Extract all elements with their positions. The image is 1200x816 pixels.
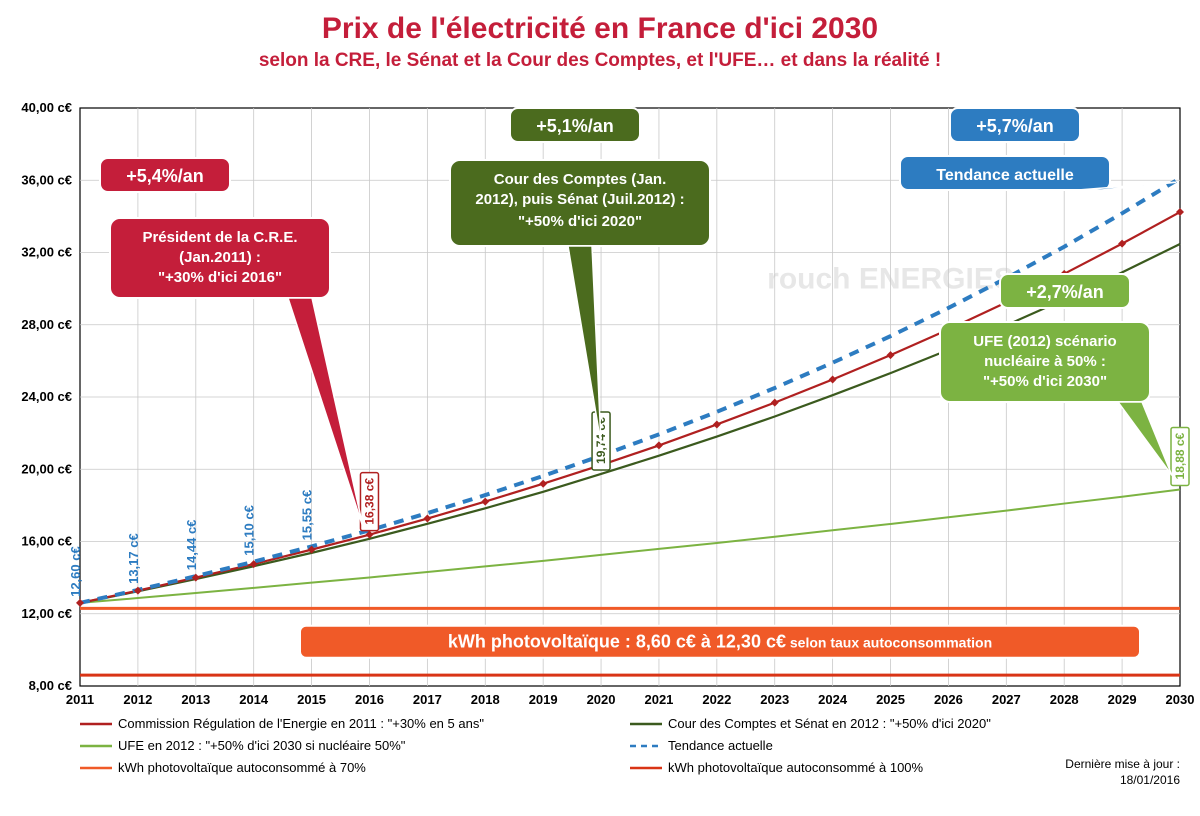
point-label: 16,38 c€ <box>362 478 376 525</box>
x-tick-label: 2029 <box>1108 692 1137 707</box>
legend-label: Commission Régulation de l'Energie en 20… <box>118 716 484 731</box>
chart-svg: Prix de l'électricité en France d'ici 20… <box>0 0 1200 816</box>
x-tick-label: 2013 <box>181 692 210 707</box>
y-tick-label: 40,00 c€ <box>21 100 72 115</box>
actual-price-label: 15,10 c€ <box>242 505 257 556</box>
actual-price-label: 13,17 c€ <box>126 533 141 584</box>
actual-price-label: 14,44 c€ <box>184 520 199 571</box>
svg-text:"+50% d'ici 2030": "+50% d'ici 2030" <box>983 373 1107 390</box>
x-tick-label: 2021 <box>644 692 673 707</box>
x-tick-label: 2026 <box>934 692 963 707</box>
legend-label: Cour des Comptes et Sénat en 2012 : "+50… <box>668 716 991 731</box>
x-tick-label: 2030 <box>1166 692 1195 707</box>
legend-label: UFE en 2012 : "+50% d'ici 2030 si nucléa… <box>118 738 406 753</box>
x-tick-label: 2020 <box>587 692 616 707</box>
x-tick-label: 2014 <box>239 692 269 707</box>
svg-text:nucléaire à 50% :: nucléaire à 50% : <box>984 353 1106 370</box>
page-title: Prix de l'électricité en France d'ici 20… <box>322 12 878 45</box>
svg-text:Tendance actuelle: Tendance actuelle <box>936 167 1074 184</box>
x-tick-label: 2015 <box>297 692 326 707</box>
y-tick-label: 16,00 c€ <box>21 534 72 549</box>
y-tick-label: 28,00 c€ <box>21 317 72 332</box>
y-tick-label: 32,00 c€ <box>21 245 72 260</box>
pv-band-text: kWh photovoltaïque : 8,60 c€ à 12,30 c€ … <box>448 632 992 652</box>
actual-price-label: 12,60 c€ <box>68 546 83 597</box>
svg-text:2012), puis Sénat (Juil.2012): 2012), puis Sénat (Juil.2012) : <box>475 191 684 208</box>
svg-text:+2,7%/an: +2,7%/an <box>1026 282 1104 302</box>
legend-label: Tendance actuelle <box>668 738 773 753</box>
svg-text:"+50% d'ici 2020": "+50% d'ici 2020" <box>518 213 642 230</box>
y-tick-label: 8,00 c€ <box>29 678 72 693</box>
x-tick-label: 2016 <box>355 692 384 707</box>
svg-text:Cour des Comptes (Jan.: Cour des Comptes (Jan. <box>494 171 667 188</box>
x-tick-label: 2017 <box>413 692 442 707</box>
point-label: 18,88 c€ <box>1173 432 1187 479</box>
x-tick-label: 2023 <box>760 692 789 707</box>
x-tick-label: 2018 <box>471 692 500 707</box>
svg-text:+5,4%/an: +5,4%/an <box>126 166 204 186</box>
x-tick-label: 2025 <box>876 692 905 707</box>
x-tick-label: 2012 <box>123 692 152 707</box>
svg-text:Président de la C.R.E.: Président de la C.R.E. <box>142 229 297 246</box>
y-tick-label: 36,00 c€ <box>21 172 72 187</box>
y-tick-label: 24,00 c€ <box>21 389 72 404</box>
y-tick-label: 12,00 c€ <box>21 606 72 621</box>
svg-text:UFE (2012) scénario: UFE (2012) scénario <box>973 333 1116 350</box>
legend-label: kWh photovoltaïque autoconsommé à 70% <box>118 760 366 775</box>
x-tick-label: 2022 <box>702 692 731 707</box>
chart-container: Prix de l'électricité en France d'ici 20… <box>0 0 1200 816</box>
legend-label: kWh photovoltaïque autoconsommé à 100% <box>668 760 924 775</box>
x-tick-label: 2019 <box>529 692 558 707</box>
svg-text:+5,7%/an: +5,7%/an <box>976 116 1054 136</box>
x-tick-label: 2024 <box>818 692 848 707</box>
actual-price-label: 15,55 c€ <box>300 490 315 541</box>
x-tick-label: 2011 <box>66 692 94 707</box>
svg-text:"+30% d'ici 2016": "+30% d'ici 2016" <box>158 269 282 286</box>
page-subtitle: selon la CRE, le Sénat et la Cour des Co… <box>259 50 941 71</box>
x-tick-label: 2027 <box>992 692 1021 707</box>
y-tick-label: 20,00 c€ <box>21 461 72 476</box>
svg-text:(Jan.2011) :: (Jan.2011) : <box>179 249 261 266</box>
last-update-label: Dernière mise à jour : <box>1065 757 1180 771</box>
svg-text:+5,1%/an: +5,1%/an <box>536 116 614 136</box>
x-tick-label: 2028 <box>1050 692 1079 707</box>
last-update-date: 18/01/2016 <box>1120 773 1180 787</box>
